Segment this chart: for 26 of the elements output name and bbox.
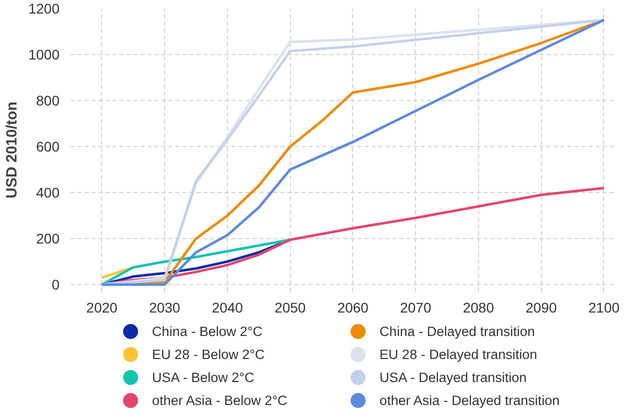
x-tick-label: 2080 — [462, 300, 494, 316]
x-tick-label: 2060 — [337, 300, 369, 316]
y-tick-label: 200 — [36, 230, 60, 247]
x-tick-label: 2030 — [149, 300, 180, 316]
y-tick-label: 1000 — [28, 46, 60, 63]
y-tick-label: 800 — [36, 92, 60, 109]
y-tick-label: 1200 — [28, 0, 60, 16]
legend-label: EU 28 - Delayed transition — [380, 347, 538, 362]
legend-label: China - Below 2°C — [152, 324, 263, 339]
x-tick-label: 2020 — [86, 300, 118, 316]
y-tick-label: 600 — [36, 138, 60, 155]
x-tick-label: 2070 — [400, 300, 432, 316]
legend-label: other Asia - Delayed transition — [380, 393, 560, 408]
legend-label: USA - Below 2°C — [152, 370, 254, 385]
y-tick-label: 400 — [36, 184, 60, 201]
y-tick-label: 0 — [52, 276, 60, 293]
legend-label: China - Delayed transition — [380, 324, 535, 339]
x-tick-label: 2040 — [212, 300, 244, 316]
x-tick-label: 2100 — [588, 300, 620, 316]
legend-label: other Asia - Below 2°C — [152, 393, 288, 408]
x-tick-label: 2090 — [526, 300, 557, 316]
y-axis-title: USD 2010/ton — [3, 102, 20, 198]
line-series — [100, 18, 606, 286]
legend-label: USA - Delayed transition — [380, 370, 527, 385]
legend-label: EU 28 - Below 2°C — [152, 347, 265, 362]
x-tick-label: 2050 — [274, 300, 306, 316]
